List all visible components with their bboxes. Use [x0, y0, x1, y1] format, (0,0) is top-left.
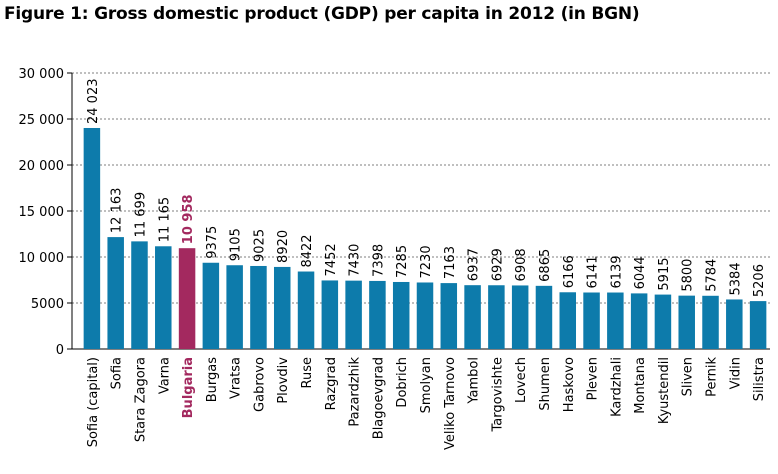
data-label: 6139 [609, 255, 624, 288]
bar [297, 271, 315, 349]
x-tick-label: Kardzhali [609, 357, 624, 417]
data-label: 6141 [586, 255, 601, 288]
bar [131, 241, 148, 349]
chart-title: Figure 1: Gross domestic product (GDP) p… [4, 4, 640, 24]
bar [678, 295, 695, 349]
data-label: 11 165 [157, 197, 172, 243]
data-label: 7230 [419, 245, 434, 278]
x-tick-label: Pernik [705, 357, 720, 397]
data-label: 6166 [562, 255, 577, 288]
data-label: 10 958 [181, 194, 196, 244]
bar [107, 237, 124, 349]
x-tick-label: Veliko Tarnovo [443, 357, 458, 450]
bar [702, 295, 719, 349]
x-tick-label: Bulgaria [181, 357, 196, 418]
bar [155, 246, 172, 349]
bar [202, 262, 220, 349]
data-label: 5800 [681, 259, 696, 292]
x-tick-label: Sofia (capital) [86, 357, 101, 447]
x-tick-label: Targovishte [490, 357, 505, 433]
bar [488, 285, 505, 349]
data-label: 7398 [371, 244, 386, 277]
x-tick-label: Lovech [514, 357, 529, 403]
data-label: 6929 [490, 248, 505, 281]
x-tick-label: Kyustendil [657, 357, 672, 424]
y-tick-label: 25 000 [19, 113, 65, 128]
bar [511, 285, 529, 349]
y-tick-label: 20 000 [19, 159, 65, 174]
y-tick-label: 10 000 [19, 251, 65, 266]
data-label: 11 699 [133, 192, 148, 238]
data-label: 12 163 [110, 188, 125, 234]
bar [416, 282, 434, 349]
bar [535, 285, 553, 349]
data-label: 8920 [276, 230, 291, 263]
data-label: 7452 [324, 243, 339, 276]
x-tick-label: Plovdiv [276, 357, 291, 404]
bar [464, 285, 481, 349]
x-tick-label: Silistra [752, 357, 767, 401]
data-label: 7285 [395, 245, 410, 278]
bar [583, 292, 600, 349]
x-tick-label: Smolyan [419, 357, 434, 413]
bar [226, 265, 243, 349]
x-tick-label: Haskovo [562, 357, 577, 412]
y-tick-label: 0 [56, 343, 64, 358]
data-label: 6044 [633, 256, 648, 289]
bar [440, 283, 458, 349]
bar [83, 127, 101, 349]
data-label: 6908 [514, 248, 529, 281]
x-tick-label: Yambol [467, 357, 482, 405]
x-tick-label: Vratsa [229, 357, 244, 399]
data-label: 5784 [705, 259, 720, 292]
bar [345, 280, 362, 349]
data-label: 5206 [752, 264, 767, 297]
bar [559, 292, 577, 349]
x-tick-label: Burgas [205, 357, 220, 402]
data-label: 7163 [443, 246, 458, 279]
data-label: 7430 [348, 244, 363, 277]
bar [726, 299, 743, 349]
data-label: 9105 [229, 228, 244, 261]
bar [369, 280, 386, 349]
x-tick-label: Vidin [728, 357, 743, 389]
data-label: 24 023 [86, 78, 101, 123]
bar [273, 266, 291, 349]
data-label: 5384 [728, 262, 743, 295]
bar [749, 301, 767, 349]
bar [392, 281, 410, 349]
bar [654, 294, 672, 349]
x-tick-label: Pleven [586, 357, 601, 400]
x-tick-label: Razgrad [324, 357, 339, 410]
data-label: 5915 [657, 257, 672, 290]
bar [607, 292, 624, 349]
x-tick-label: Montana [633, 357, 648, 414]
data-label: 6937 [467, 248, 482, 281]
data-label: 9375 [205, 226, 220, 259]
x-tick-label: Sofia [110, 357, 125, 389]
y-tick-label: 5000 [31, 297, 64, 312]
x-tick-label: Gabrovo [252, 357, 267, 412]
bar [178, 248, 196, 349]
x-tick-label: Pazardzhik [348, 357, 363, 427]
bar [250, 265, 267, 349]
data-label: 6865 [538, 249, 553, 282]
y-tick-label: 15 000 [19, 205, 65, 220]
bar [321, 280, 339, 349]
x-tick-label: Ruse [300, 357, 315, 388]
y-tick-label: 30 000 [19, 67, 65, 82]
x-tick-label: Varna [157, 357, 172, 394]
data-label: 8422 [300, 234, 315, 267]
data-label: 9025 [252, 229, 267, 262]
x-tick-label: Shumen [538, 357, 553, 411]
x-tick-label: Dobrich [395, 357, 410, 408]
x-tick-label: Sliven [681, 357, 696, 396]
x-tick-label: Stara Zagora [133, 357, 148, 442]
bar [630, 293, 648, 349]
x-tick-label: Blagoevgrad [371, 357, 386, 439]
